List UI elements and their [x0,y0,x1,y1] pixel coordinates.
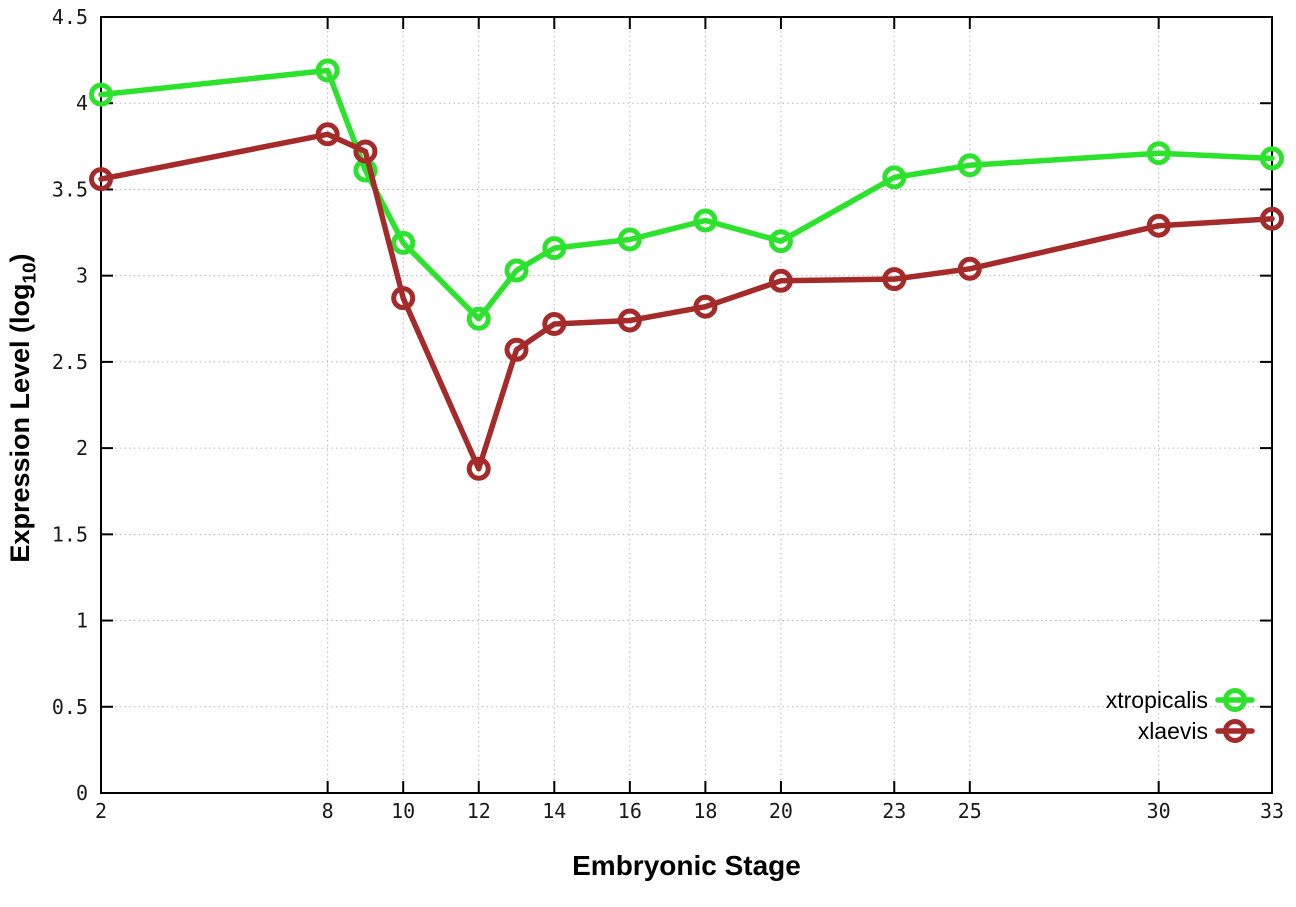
marker-xtropicalis-stage-13 [504,258,529,283]
x-tick-label-20: 20 [769,799,793,823]
y-axis-title: Expression Level (log10) [3,238,41,578]
x-tick-label-16: 16 [618,799,642,823]
marker-xlaevis-stage-14 [542,312,567,336]
x-tick-label-14: 14 [542,799,566,823]
marker-xlaevis-stage-20 [768,268,793,293]
series-line-xtropicalis [98,67,1275,322]
legend-label-xtropicalis: xtropicalis [1106,687,1208,713]
marker-xtropicalis-stage-20 [768,229,793,254]
series-line-xlaevis [98,131,1275,472]
marker-xlaevis-stage-10 [391,286,416,311]
series-xtropicalis [89,58,1284,331]
x-tick-label-10: 10 [391,799,415,823]
y-tick-label-3: 3 [76,264,88,288]
marker-xtropicalis-stage-8 [315,58,340,83]
marker-xlaevis-stage-8 [315,122,340,147]
marker-xlaevis-stage-9 [353,139,378,164]
legend-label-xlaevis: xlaevis [1138,718,1208,744]
y-axis-title-text: Expression Level (log [5,283,35,563]
gridlines [101,17,1272,793]
series-xlaevis [89,122,1284,481]
y-axis-title-subscript: 10 [19,262,41,284]
y-tick-label-2: 2 [76,436,88,460]
legend-row-xtropicalis: xtropicalis [1106,687,1255,713]
marker-xlaevis-stage-23 [882,267,907,292]
x-tick-label-33: 33 [1260,799,1284,823]
legend-sample-marker-xlaevis [1223,719,1247,743]
y-tick-label-4: 4 [76,91,88,115]
legend-row-xlaevis: xlaevis [1138,718,1255,744]
marker-xlaevis-stage-33 [1260,206,1284,231]
y-axis-title-suffix: ) [5,253,35,263]
marker-xtropicalis-stage-12 [466,306,491,331]
legend: xtropicalis xlaevis [1106,687,1255,744]
x-axis-title: Embryonic Stage [572,850,801,881]
marker-xtropicalis-stage-18 [693,208,718,233]
marker-xlaevis-stage-25 [957,256,982,281]
y-tick-label-4.5: 4.5 [52,5,88,29]
marker-xlaevis-stage-30 [1146,213,1171,238]
y-tick-label-0.5: 0.5 [52,695,88,719]
marker-xlaevis-stage-16 [617,308,642,333]
marker-xlaevis-stage-12 [466,456,491,481]
x-tick-label-23: 23 [882,799,906,823]
marker-xlaevis-stage-18 [693,294,718,319]
axis-ticks: 2 8 10 12 14 16 18 20 23 25 30 33 0 0.5 1 1.5 2 2.5 3 3.5 4 4… [52,5,1284,823]
x-tick-label-25: 25 [958,799,982,823]
x-tick-label-8: 8 [322,799,334,823]
marker-xtropicalis-stage-2 [89,82,113,107]
x-tick-label-12: 12 [467,799,491,823]
marker-xtropicalis-stage-10 [391,230,416,255]
marker-xlaevis-stage-13 [504,337,529,362]
y-tick-label-3.5: 3.5 [52,177,88,201]
marker-xtropicalis-stage-16 [617,227,642,252]
x-tick-label-30: 30 [1147,799,1171,823]
marker-xlaevis-stage-2 [89,167,113,192]
marker-xtropicalis-stage-33 [1260,146,1284,171]
y-tick-label-1: 1 [76,609,88,633]
plot-border [100,16,1273,794]
marker-xtropicalis-stage-25 [957,153,982,178]
y-tick-label-2.5: 2.5 [52,350,88,374]
marker-xtropicalis-stage-14 [542,236,567,261]
y-tick-label-1.5: 1.5 [52,522,88,546]
marker-xtropicalis-stage-23 [882,165,907,190]
legend-sample-marker-xtropicalis [1223,688,1247,712]
x-tick-label-2: 2 [95,799,107,823]
x-tick-label-18: 18 [693,799,717,823]
y-tick-label-0: 0 [76,781,88,805]
marker-xtropicalis-stage-30 [1146,141,1171,166]
